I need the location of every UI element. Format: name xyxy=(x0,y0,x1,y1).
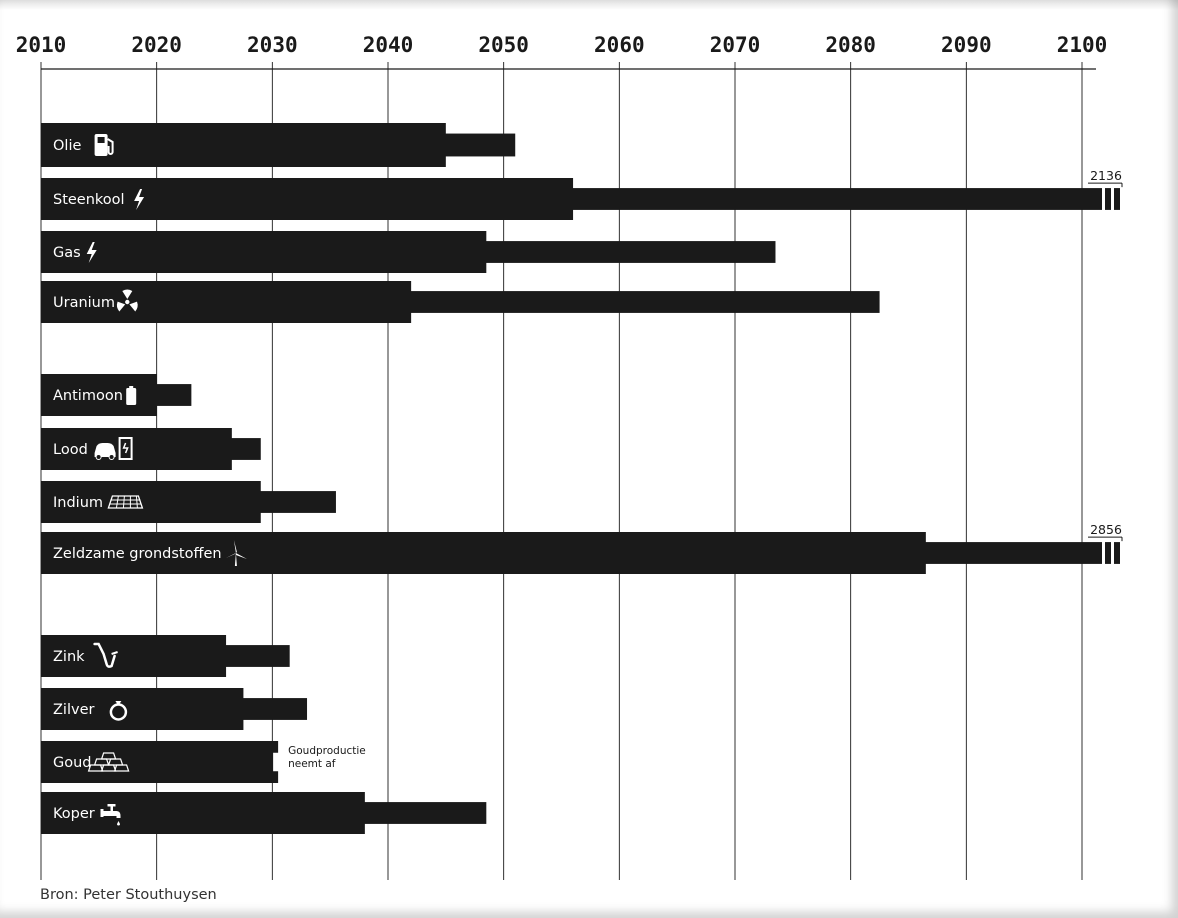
main-bar xyxy=(41,281,412,323)
x-tick-label: 2010 xyxy=(16,33,67,57)
extended-bar xyxy=(363,802,487,824)
x-tick-label: 2020 xyxy=(131,33,182,57)
bar-label: Lood xyxy=(53,442,88,458)
battery-icon xyxy=(126,386,137,405)
extended-bar xyxy=(485,241,776,263)
extended-bar xyxy=(410,291,880,313)
gold-bars-icon xyxy=(87,752,130,772)
annotation-text: Goudproductie neemt af xyxy=(288,745,366,770)
car-charger-icon xyxy=(94,437,133,460)
bar-label: Koper xyxy=(53,806,95,822)
bar-label: Goud xyxy=(53,755,92,771)
x-tick-label: 2080 xyxy=(825,33,876,57)
extended-bar xyxy=(242,698,308,720)
main-bar xyxy=(41,792,365,834)
bar-label: Antimoon xyxy=(53,388,123,404)
main-bar xyxy=(41,481,261,523)
ring-icon xyxy=(109,701,128,721)
extended-value-label: 2856 xyxy=(1090,522,1122,537)
main-bar xyxy=(41,428,232,470)
bar-label: Indium xyxy=(53,495,103,511)
extended-bar xyxy=(155,384,192,406)
extended-bar xyxy=(259,491,336,513)
bar-label: Uranium xyxy=(53,295,115,311)
solar-panel-icon xyxy=(107,495,144,509)
extended-bar xyxy=(225,645,290,667)
main-bar xyxy=(41,231,487,273)
lightning-icon xyxy=(134,189,145,210)
bar-label: Zink xyxy=(53,649,85,665)
x-tick-label: 2060 xyxy=(594,33,645,57)
x-tick-label: 2050 xyxy=(478,33,529,57)
break-marker xyxy=(1105,542,1111,564)
break-marker xyxy=(1114,542,1120,564)
x-tick-label: 2090 xyxy=(941,33,992,57)
main-bar xyxy=(41,374,157,416)
main-bar xyxy=(41,178,574,220)
x-tick-label: 2100 xyxy=(1057,33,1108,57)
main-bar xyxy=(41,123,446,167)
extended-bar xyxy=(924,542,1102,564)
main-bar xyxy=(41,635,227,677)
bar-label: Gas xyxy=(53,245,81,261)
extended-bar xyxy=(444,133,516,157)
faucet-icon xyxy=(100,804,121,826)
lightning-icon xyxy=(86,242,97,263)
source-note: Bron: Peter Stouthuysen xyxy=(40,887,217,903)
break-marker xyxy=(1114,188,1120,210)
bar-label: Steenkool xyxy=(53,192,125,208)
extended-bar xyxy=(572,188,1102,210)
wind-turbine-icon xyxy=(225,540,247,566)
main-bar xyxy=(41,532,926,574)
x-tick-label: 2040 xyxy=(363,33,414,57)
x-tick-label: 2070 xyxy=(710,33,761,57)
bar-label: Zilver xyxy=(53,702,94,718)
bar-label: Zeldzame grondstoffen xyxy=(53,546,222,562)
annotation-notch xyxy=(273,752,280,772)
main-bar xyxy=(41,741,279,783)
extended-bar xyxy=(230,438,261,460)
radiation-icon xyxy=(117,289,138,312)
x-tick-label: 2030 xyxy=(247,33,298,57)
bar-label: Olie xyxy=(53,138,81,154)
fuel-pump-icon xyxy=(94,134,114,156)
extended-value-label: 2136 xyxy=(1090,168,1122,183)
break-marker xyxy=(1105,188,1111,210)
main-bar xyxy=(41,688,244,730)
saxophone-icon xyxy=(93,642,118,668)
